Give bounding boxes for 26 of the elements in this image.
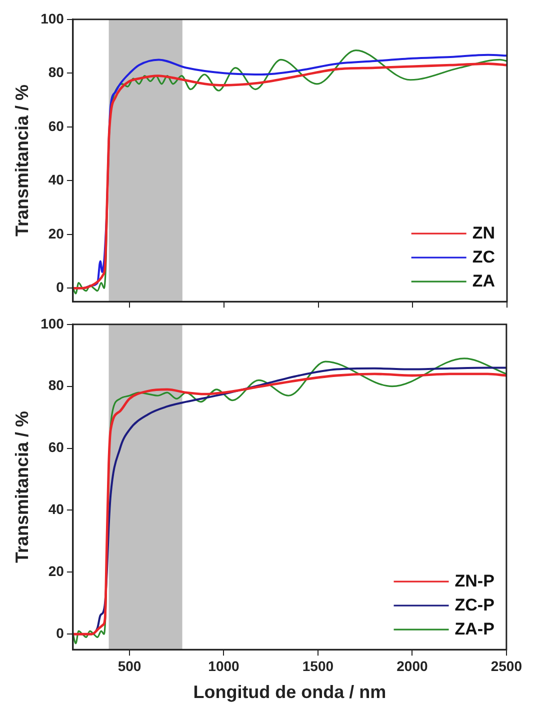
y-tick-label: 100 [40, 315, 64, 332]
y-tick-label: 20 [48, 225, 64, 242]
x-tick-label: 1000 [208, 658, 240, 674]
x-axis-title: Longitud de onda / nm [193, 682, 386, 702]
y-tick-label: 20 [48, 563, 64, 580]
y-tick-label: 40 [48, 501, 64, 518]
legend-label: ZN-P [454, 571, 494, 590]
y-tick-label: 100 [40, 10, 64, 26]
y-tick-label: 80 [48, 64, 64, 80]
y-tick-label: 0 [56, 279, 64, 296]
x-tick-label: 2500 [490, 658, 522, 674]
y-tick-label: 0 [56, 624, 64, 641]
legend-label: ZC-P [454, 595, 494, 614]
legend-label: ZN [472, 223, 496, 242]
x-tick-label: 500 [118, 658, 142, 674]
y-tick-label: 60 [48, 118, 64, 134]
y-axis-title: Transmitancia / % [12, 84, 32, 237]
legend-label: ZA-P [454, 619, 494, 638]
x-tick-label: 2000 [396, 658, 428, 674]
legend-label: ZC [472, 247, 496, 266]
y-tick-label: 40 [48, 172, 64, 188]
y-axis-title: Transmitancia / % [12, 410, 32, 564]
y-tick-label: 80 [48, 377, 64, 394]
y-tick-label: 60 [48, 439, 64, 456]
x-tick-label: 1500 [302, 658, 334, 674]
legend-label: ZA [472, 271, 496, 290]
